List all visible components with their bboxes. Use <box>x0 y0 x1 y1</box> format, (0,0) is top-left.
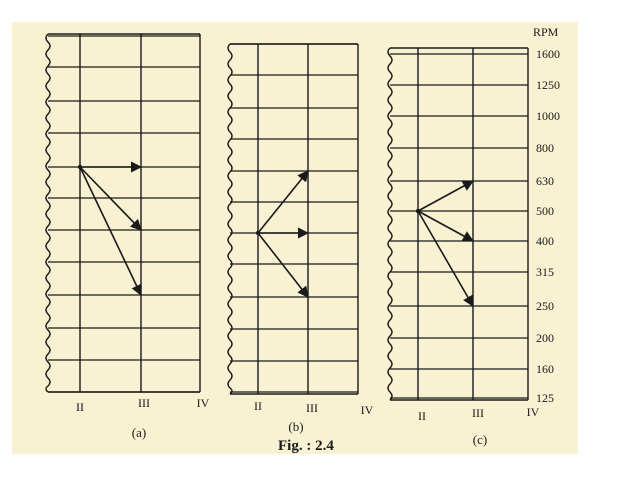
shaft-label-III: III <box>306 401 318 415</box>
rpm-label-315: 315 <box>536 265 554 279</box>
panel-edge <box>387 47 393 401</box>
shaft-label-III: III <box>138 396 150 410</box>
ray-origin <box>255 230 261 236</box>
figure-caption: Fig. : 2.4 <box>278 438 334 454</box>
rpm-label-200: 200 <box>536 331 554 345</box>
panel-b: II III IV <box>227 43 374 417</box>
rpm-label-500: 500 <box>536 204 554 218</box>
rpm-label-1000: 1000 <box>536 109 560 123</box>
rpm-header: RPM <box>533 25 559 39</box>
shaft-label-IV: IV <box>197 396 210 410</box>
shaft-label-II: II <box>76 400 84 414</box>
speed-ray <box>257 170 309 234</box>
rpm-label-125: 125 <box>536 391 554 405</box>
speed-ray <box>417 180 474 212</box>
rpm-label-400: 400 <box>536 234 554 248</box>
rpm-label-800: 800 <box>536 141 554 155</box>
ray-origin <box>415 208 421 214</box>
ray-origin <box>77 164 83 170</box>
rpm-label-250: 250 <box>536 299 554 313</box>
panel-a-caption: (a) <box>132 425 146 440</box>
shaft-label-III: III <box>472 406 484 420</box>
speed-ray <box>79 166 142 297</box>
shaft-label-II: II <box>418 409 426 423</box>
rpm-label-630: 630 <box>536 174 554 188</box>
speed-ray <box>79 166 142 231</box>
speed-ray <box>257 232 309 298</box>
rpm-scale: RPM 1600 1250 1000 800 630 500 400 315 250 200 160… <box>533 25 560 405</box>
panel-edge <box>227 43 233 395</box>
shaft-label-IV: IV <box>361 403 374 417</box>
shaft-label-II: II <box>254 399 262 413</box>
panel-c: II III IV <box>387 47 540 423</box>
panel-a: II III IV <box>45 33 210 414</box>
panel-edge <box>45 33 51 393</box>
panel-c-caption: (c) <box>473 432 487 447</box>
rpm-label-1250: 1250 <box>536 78 560 92</box>
panel-b-caption: (b) <box>288 419 303 434</box>
rpm-label-1600: 1600 <box>536 47 560 61</box>
shaft-label-IV: IV <box>527 405 540 419</box>
speed-ray <box>417 210 474 307</box>
scanned-page <box>12 22 578 454</box>
speed-ray <box>417 210 474 242</box>
rpm-label-160: 160 <box>536 362 554 376</box>
